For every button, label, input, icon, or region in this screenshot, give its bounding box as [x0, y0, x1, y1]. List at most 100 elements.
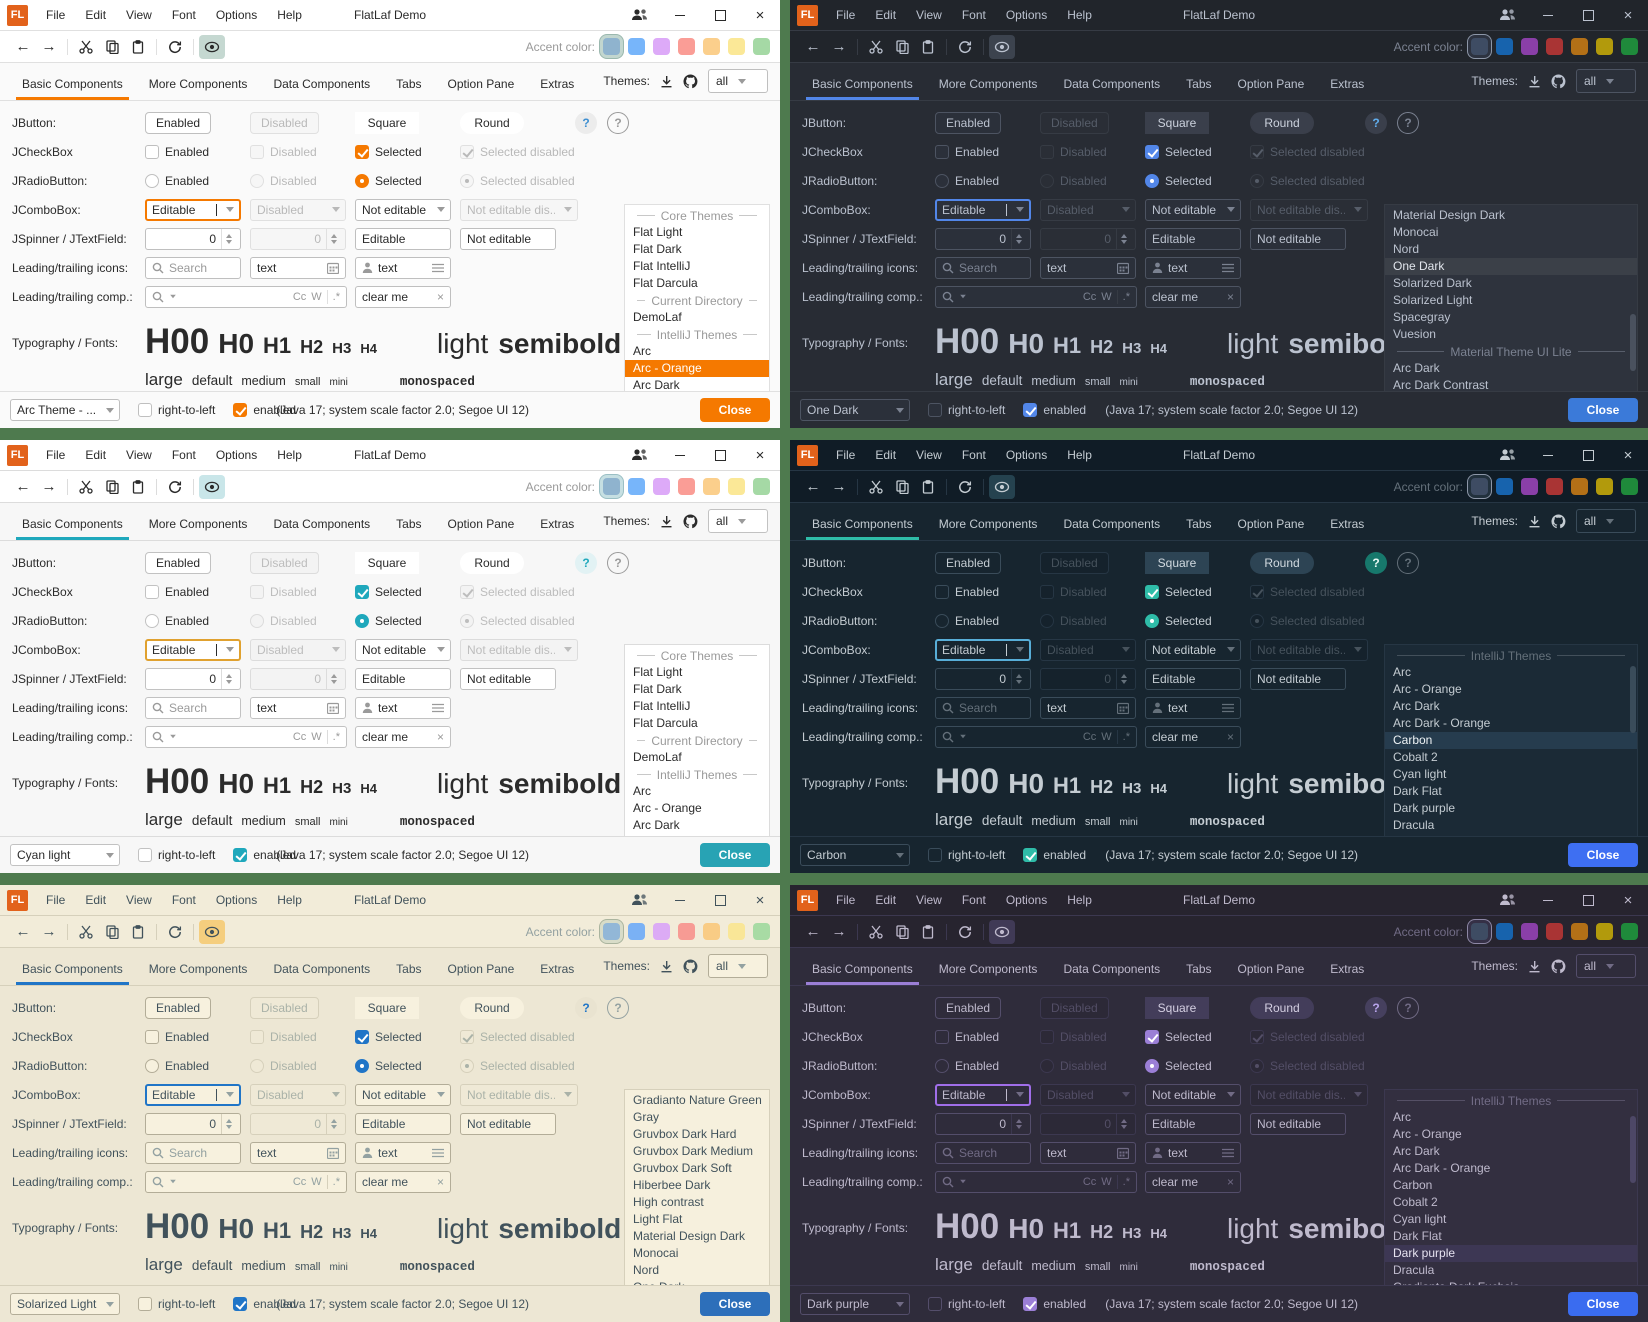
- cut-icon[interactable]: [863, 920, 889, 944]
- menu-view[interactable]: View: [126, 8, 152, 22]
- square-button[interactable]: Square: [355, 111, 419, 134]
- accent-swatch-5[interactable]: [1596, 478, 1613, 495]
- clearable-input[interactable]: clear me ×: [355, 1170, 451, 1193]
- user-text-input[interactable]: text: [355, 696, 451, 719]
- menu-edit[interactable]: Edit: [875, 448, 897, 462]
- minimize-button[interactable]: [1528, 885, 1568, 915]
- combobox-not-editable[interactable]: Not editable: [1145, 198, 1241, 221]
- clear-icon[interactable]: ×: [1226, 729, 1234, 744]
- tab-basic-components[interactable]: Basic Components: [12, 509, 133, 540]
- square-button[interactable]: Square: [1145, 551, 1209, 574]
- enabled-checkbox[interactable]: enabled: [1023, 403, 1086, 417]
- tab-tabs[interactable]: Tabs: [396, 962, 422, 976]
- menu-edit[interactable]: Edit: [85, 893, 107, 907]
- help-button[interactable]: ?: [575, 996, 597, 1019]
- menu-edit[interactable]: Edit: [875, 8, 897, 22]
- menu-file[interactable]: File: [46, 8, 66, 22]
- theme-select-combo[interactable]: Carbon: [800, 844, 910, 866]
- close-button[interactable]: Close: [700, 843, 770, 867]
- accent-swatch-6[interactable]: [753, 38, 770, 55]
- tab-extras[interactable]: Extras: [1330, 962, 1365, 976]
- checkbox-selected[interactable]: [1145, 584, 1159, 599]
- close-button[interactable]: Close: [700, 398, 770, 422]
- download-icon[interactable]: [660, 75, 673, 88]
- forward-button[interactable]: →: [831, 478, 847, 495]
- theme-list-item-dark-flat[interactable]: Dark Flat: [1393, 1229, 1442, 1243]
- round-button[interactable]: Round: [460, 996, 524, 1019]
- help-button-outlined[interactable]: ?: [607, 551, 629, 574]
- theme-list-item-arc-dark[interactable]: Arc Dark: [1393, 1144, 1440, 1158]
- help-button-outlined[interactable]: ?: [1397, 551, 1419, 574]
- tab-data-components[interactable]: Data Components: [1063, 77, 1161, 91]
- square-button[interactable]: Square: [1145, 996, 1209, 1019]
- round-button[interactable]: Round: [1250, 111, 1314, 134]
- accent-swatch-2[interactable]: [1521, 478, 1538, 495]
- tab-more-components[interactable]: More Components: [938, 517, 1038, 531]
- help-button[interactable]: ?: [1365, 111, 1387, 134]
- cut-icon[interactable]: [73, 35, 99, 59]
- github-icon[interactable]: [1551, 73, 1566, 89]
- menu-options[interactable]: Options: [1005, 448, 1048, 462]
- calendar-icon[interactable]: [327, 702, 339, 714]
- theme-list-item-gruvbox-dark-soft[interactable]: Gruvbox Dark Soft: [633, 1161, 732, 1175]
- accent-swatch-4[interactable]: [1571, 923, 1588, 940]
- theme-list-item-flat-darcula[interactable]: Flat Darcula: [633, 276, 698, 290]
- tab-data-components[interactable]: Data Components: [273, 962, 371, 976]
- menu-file[interactable]: File: [46, 893, 66, 907]
- rtl-checkbox[interactable]: right-to-left: [138, 848, 215, 862]
- theme-list-item-demolaf[interactable]: DemoLaf: [633, 310, 682, 324]
- accent-swatch-0[interactable]: [603, 478, 620, 495]
- tab-data-components[interactable]: Data Components: [273, 517, 371, 531]
- enabled-checkbox[interactable]: enabled: [233, 848, 296, 862]
- enabled-checkbox[interactable]: enabled: [1023, 1297, 1086, 1311]
- maximize-button[interactable]: [1568, 885, 1608, 915]
- theme-list-item-cobalt-2[interactable]: Cobalt 2: [1393, 1195, 1438, 1209]
- tab-tabs[interactable]: Tabs: [1186, 77, 1212, 91]
- maximize-button[interactable]: [1568, 440, 1608, 470]
- help-button-outlined[interactable]: ?: [1397, 996, 1419, 1019]
- whole-word-toggle[interactable]: W: [311, 290, 322, 303]
- paste-icon[interactable]: [915, 920, 941, 944]
- accent-swatch-3[interactable]: [1546, 478, 1563, 495]
- search-input[interactable]: Search: [935, 1141, 1031, 1164]
- themes-filter-combo[interactable]: all: [1576, 954, 1636, 978]
- themes-filter-combo[interactable]: all: [1576, 509, 1636, 533]
- theme-list-item-vuesion[interactable]: Vuesion: [1393, 327, 1436, 341]
- theme-list-item-arc-orange[interactable]: Arc - Orange: [633, 801, 702, 815]
- enabled-button[interactable]: Enabled: [935, 111, 1002, 134]
- theme-list-item-arc-dark-contrast[interactable]: Arc Dark Contrast: [1393, 378, 1489, 392]
- menu-view[interactable]: View: [916, 893, 942, 907]
- clearable-input[interactable]: clear me ×: [355, 285, 451, 308]
- theme-select-combo[interactable]: Cyan light: [10, 844, 120, 866]
- theme-list-item-flat-light[interactable]: Flat Light: [633, 225, 683, 239]
- menu-edit[interactable]: Edit: [85, 8, 107, 22]
- menu-file[interactable]: File: [46, 448, 66, 462]
- tab-extras[interactable]: Extras: [540, 517, 575, 531]
- user-text-input[interactable]: text: [355, 1141, 451, 1164]
- theme-list-item-one-dark[interactable]: One Dark: [1385, 258, 1637, 275]
- theme-list-item-dark-purple[interactable]: Dark purple: [1393, 801, 1456, 815]
- theme-list-item-flat-darcula[interactable]: Flat Darcula: [633, 716, 698, 730]
- menu-help[interactable]: Help: [1067, 448, 1092, 462]
- tab-basic-components[interactable]: Basic Components: [12, 69, 133, 100]
- combobox-editable[interactable]: Editable: [935, 638, 1031, 661]
- enabled-button[interactable]: Enabled: [145, 996, 212, 1019]
- github-icon[interactable]: [683, 73, 698, 89]
- spinner[interactable]: 0: [935, 1112, 1031, 1135]
- menu-help[interactable]: Help: [1067, 893, 1092, 907]
- textfield-editable[interactable]: Editable: [1145, 227, 1241, 250]
- theme-list-item-solarized-dark[interactable]: Solarized Dark: [1393, 276, 1472, 290]
- tab-extras[interactable]: Extras: [1330, 77, 1365, 91]
- round-button[interactable]: Round: [460, 551, 524, 574]
- calendar-icon[interactable]: [327, 262, 339, 274]
- menu-view[interactable]: View: [126, 448, 152, 462]
- github-icon[interactable]: [1551, 958, 1566, 974]
- combobox-not-editable[interactable]: Not editable: [1145, 638, 1241, 661]
- combobox-not-editable[interactable]: Not editable: [355, 1083, 451, 1106]
- maximize-button[interactable]: [700, 885, 740, 915]
- theme-list-item-gradianto-nature-green[interactable]: Gradianto Nature Green: [633, 1093, 762, 1107]
- accent-swatch-4[interactable]: [703, 38, 720, 55]
- menu-font[interactable]: Font: [171, 893, 196, 907]
- accent-swatch-3[interactable]: [678, 38, 695, 55]
- tab-data-components[interactable]: Data Components: [1063, 962, 1161, 976]
